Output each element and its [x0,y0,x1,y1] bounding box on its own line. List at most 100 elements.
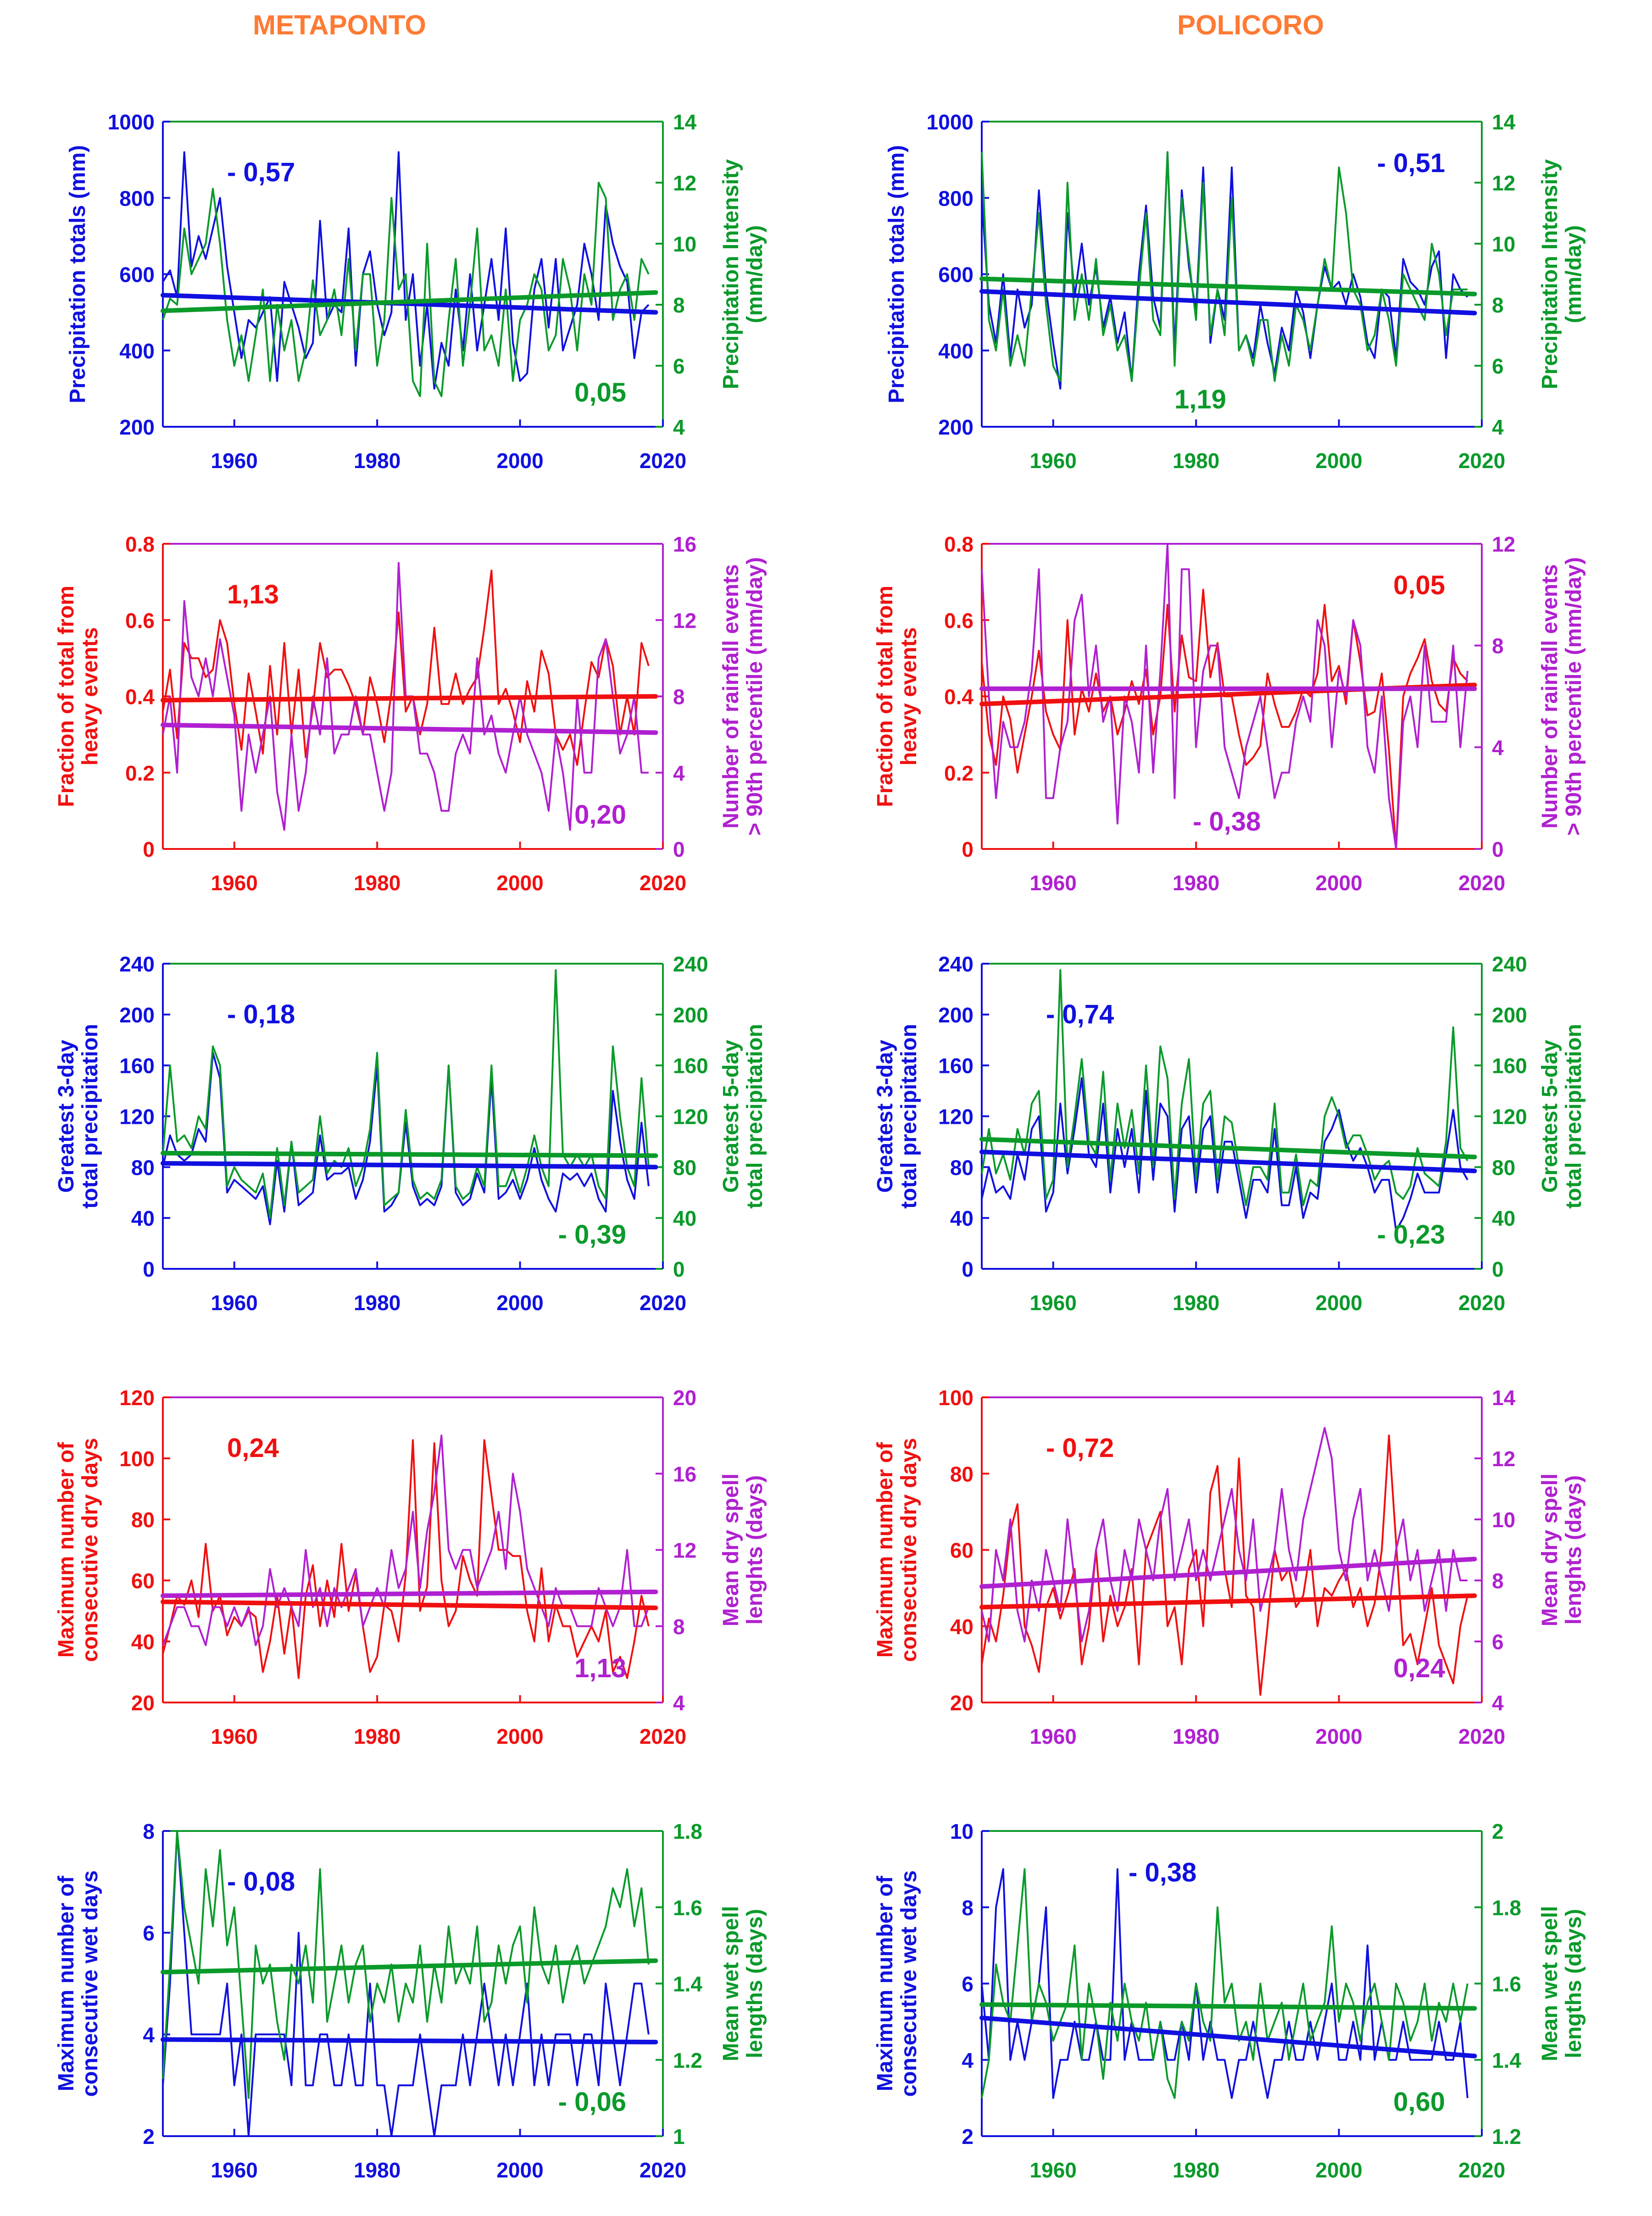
metaponto-5-right-tick-label: 1 [673,2125,685,2149]
metaponto-1-series-line-blue [162,151,650,390]
policoro-3-left-tick-label: 80 [950,1155,973,1179]
policoro-4-left-tick-label: 100 [938,1386,973,1410]
policoro-1-left-tick-label: 600 [938,263,973,287]
metaponto-2-trend-line-magenta [161,722,658,735]
metaponto-3-right-tick-label: 240 [673,952,708,976]
policoro-3-trend-annotation-blue: - 0,74 [1046,999,1114,1029]
policoro-4-x-tick-label: 1960 [1030,1725,1077,1748]
policoro-5-right-tick-label: 1.6 [1492,1972,1521,1996]
metaponto-4-trend-annotation-red: 0,24 [227,1433,279,1463]
policoro-3-series-line-blue [981,1077,1468,1232]
metaponto-2-right-axis-label: Number of rainfall events> 90th percenti… [719,557,767,836]
metaponto-4-x-tick-label: 2000 [496,1725,543,1748]
metaponto-3-left-axis-label: Greatest 3-daytotal precipitation [54,1024,102,1209]
metaponto-2-trend-line-red [161,694,658,703]
metaponto-5-right-tick-label: 1.4 [673,1972,702,1996]
metaponto-5-right-axis-label: Mean wet spelllengths (days) [719,1906,767,2061]
metaponto-1-trend-annotation-blue: - 0,57 [227,157,295,187]
policoro-3-left-axis-label-line: total precipitation [897,1024,921,1209]
policoro-4-trend-line-red [979,1593,1477,1610]
policoro-3-left-tick-label: 0 [962,1257,973,1281]
metaponto-2-right-tick-label: 4 [673,761,685,785]
policoro-2-right-axis-label: Number of rainfall events> 90th percenti… [1538,557,1586,836]
policoro-1-right-tick-label: 6 [1492,354,1504,378]
policoro-4-left-tick-label: 60 [950,1539,973,1563]
metaponto-4-x-tick-label: 1980 [354,1725,400,1748]
policoro-3-x-tick-label: 1980 [1173,1291,1219,1315]
metaponto-2-left-axis-label-line: Fraction of total from [54,586,78,807]
metaponto-3-right-tick-label: 160 [673,1054,708,1078]
policoro-2-left-axis-label-line: Fraction of total from [873,586,897,807]
metaponto-3-left-tick-label: 80 [131,1155,155,1179]
policoro-5-x-tick-label: 2020 [1458,2158,1505,2182]
metaponto-3-x-tick-label: 2020 [640,1291,686,1315]
metaponto-5-left-axis-label-line: Maximum number of [54,1876,78,2091]
policoro-2-right-tick-label: 8 [1492,634,1504,658]
policoro-5-right-axis-label: Mean wet spelllengths (days) [1538,1906,1586,2061]
metaponto-1-right-axis-label-line: (mm/day) [743,225,767,323]
metaponto-2-left-tick-label: 0.2 [125,761,155,785]
policoro-3-right-tick-label: 0 [1492,1257,1504,1281]
metaponto-2-right-tick-label: 16 [673,532,696,556]
metaponto-4-left-axis-label: Maximum number ofconsecutive dry days [54,1438,102,1662]
metaponto-4-left-tick-label: 20 [131,1691,155,1715]
metaponto-3-trend-annotation-green: - 0,39 [558,1220,626,1250]
metaponto-5-x-tick-label: 1960 [211,2158,258,2182]
policoro-1-right-tick-label: 4 [1492,415,1504,439]
policoro-2-left-tick-label: 0.4 [944,685,973,709]
metaponto-4-left-tick-label: 60 [131,1569,155,1593]
metaponto-3-left-tick-label: 40 [131,1206,155,1230]
policoro-4-series-line-red [981,1435,1468,1696]
policoro-3-left-tick-label: 40 [950,1206,973,1230]
policoro-1-trend-annotation-green: 1,19 [1174,385,1226,414]
policoro-4-x-tick-label: 2000 [1315,1725,1362,1748]
policoro-2-left-tick-label: 0.8 [944,532,973,556]
metaponto-4-trend-annotation-magenta: 1,13 [574,1653,626,1683]
policoro-3-trend-line-green [979,1137,1477,1160]
metaponto-3-right-tick-label: 0 [673,1257,685,1281]
policoro-3-trend-annotation-green: - 0,23 [1377,1220,1445,1250]
policoro-3-left-tick-label: 240 [938,952,973,976]
metaponto-5-right-axis-label-line: Mean wet spell [719,1906,743,2061]
policoro-5-right-tick-label: 2 [1492,1820,1504,1843]
metaponto-5-left-axis-label-line: consecutive wet days [78,1870,102,2097]
metaponto-4-right-tick-label: 12 [673,1539,696,1563]
policoro-2-x-tick-label: 2020 [1458,871,1505,895]
policoro-5-left-tick-label: 4 [962,2049,973,2072]
metaponto-1-series-line-green [162,182,650,397]
policoro-3-x-tick-label: 2000 [1315,1291,1362,1315]
policoro-1-left-tick-label: 200 [938,415,973,439]
policoro-4-left-tick-label: 20 [950,1691,973,1715]
policoro-3-x-tick-label: 2020 [1458,1291,1505,1315]
policoro-2-right-tick-label: 0 [1492,837,1504,861]
metaponto-4-x-tick-label: 2020 [640,1725,686,1748]
metaponto-4-series-line-magenta [162,1435,650,1647]
metaponto-3-right-axis-label-line: Greatest 5-day [719,1039,743,1193]
policoro-3-right-tick-label: 40 [1492,1206,1515,1230]
policoro-1-right-tick-label: 14 [1492,110,1516,134]
metaponto-5-right-tick-label: 1.8 [673,1820,702,1843]
metaponto-3-series-line-blue [162,1052,650,1225]
metaponto-3-right-axis-label: Greatest 5-daytotal precipitation [719,1024,767,1209]
metaponto-3-left-tick-label: 160 [119,1054,155,1078]
policoro-3-right-tick-label: 240 [1492,952,1527,976]
policoro-1-right-tick-label: 10 [1492,232,1515,256]
policoro-4-right-tick-label: 8 [1492,1569,1504,1593]
policoro-5-left-tick-label: 10 [950,1820,973,1843]
policoro-3-right-tick-label: 80 [1492,1155,1515,1179]
policoro-1-right-axis-label-line: (mm/day) [1562,225,1586,323]
policoro-2-left-axis-label: Fraction of total fromheavy events [873,586,921,807]
metaponto-2-right-axis-label-line: > 90th percentile (mm/day) [743,557,767,836]
metaponto-3-x-tick-label: 1980 [354,1291,400,1315]
policoro-4-right-tick-label: 14 [1492,1386,1516,1410]
policoro-4-trend-annotation-red: - 0,72 [1046,1433,1114,1463]
policoro-4-x-tick-label: 1980 [1173,1725,1219,1748]
policoro-4-right-tick-label: 12 [1492,1447,1515,1471]
metaponto-5-left-tick-label: 8 [143,1820,155,1843]
policoro-4-trend-line-magenta [979,1557,1477,1589]
policoro-4-x-tick-label: 2020 [1458,1725,1505,1748]
metaponto-5-trend-annotation-blue: - 0,08 [227,1867,295,1897]
policoro-1-x-tick-label: 2000 [1315,449,1362,473]
metaponto-5-right-tick-label: 1.2 [673,2049,702,2072]
metaponto-1-left-tick-label: 200 [119,415,155,439]
